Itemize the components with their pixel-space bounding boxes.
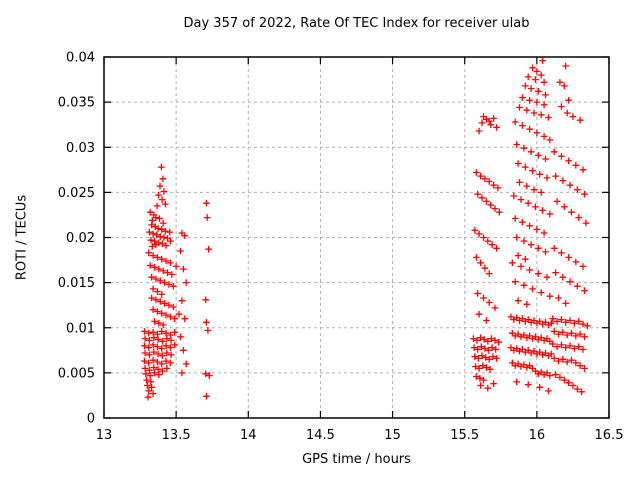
x-tick-label: 14.5: [306, 428, 335, 443]
x-tick-label: 13.5: [162, 428, 191, 443]
y-tick-label: 0.025: [58, 186, 95, 201]
y-tick-label: 0.005: [58, 366, 95, 381]
y-tick-label: 0: [87, 412, 95, 427]
x-tick-label: 15.5: [450, 428, 479, 443]
x-axis-title: GPS time / hours: [302, 452, 411, 467]
x-tick-label: 13: [96, 428, 113, 443]
x-tick-label: 16: [529, 428, 546, 443]
x-tick-label: 15: [384, 428, 401, 443]
y-tick-label: 0.03: [66, 141, 95, 156]
x-tick-label: 14: [240, 428, 257, 443]
y-tick-label: 0.015: [58, 276, 95, 291]
x-tick-label: 16.5: [595, 428, 624, 443]
chart-title: Day 357 of 2022, Rate Of TEC Index for r…: [183, 16, 530, 31]
y-tick-label: 0.04: [66, 51, 95, 66]
scatter-points: [141, 57, 591, 401]
y-tick-label: 0.01: [66, 321, 95, 336]
y-tick-label: 0.035: [58, 96, 95, 111]
y-tick-label: 0.02: [66, 231, 95, 246]
